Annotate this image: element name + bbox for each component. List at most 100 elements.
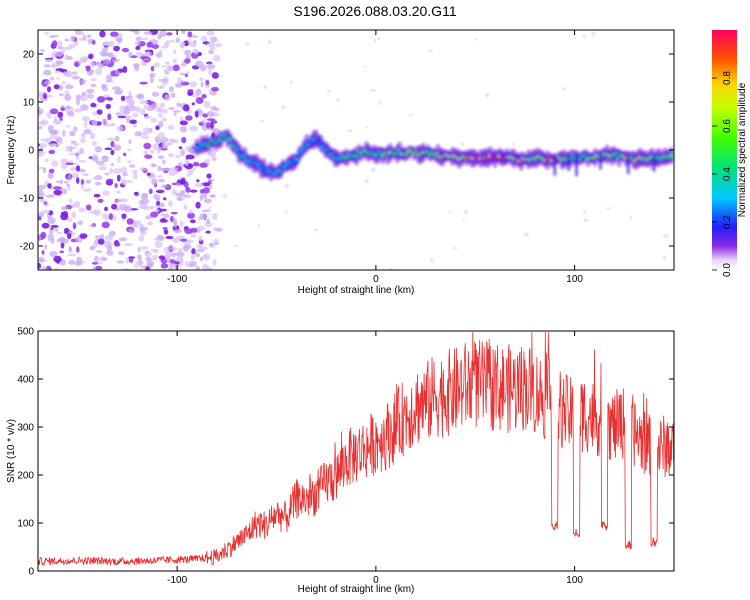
noise-blob [75,165,81,172]
noise-blob [168,138,176,143]
noise-blob [165,235,174,240]
noise-blob [60,158,69,164]
noise-blob [85,65,91,72]
noise-blob [156,201,161,206]
noise-blob [187,169,195,173]
colorbar-tick-label: 0.0 [722,263,733,277]
noise-blob [127,160,133,164]
noise-blob [140,194,149,200]
colorbar-ticks: 0.0 0.2 0.4 0.6 0.8 [712,71,733,277]
noise-speckle [263,84,268,89]
noise-blob [139,168,149,171]
y-tick-label: 500 [17,327,34,338]
noise-blob [105,103,112,110]
noise-blob [104,206,108,212]
noise-speckle [373,38,376,43]
noise-blob [41,267,48,270]
noise-blob [206,110,215,117]
noise-blob [208,49,215,55]
noise-blob [47,86,51,93]
noise-blob [83,128,92,135]
noise-blob [194,60,204,68]
noise-blob [55,180,60,183]
noise-blob [173,263,180,270]
noise-blob [53,255,62,263]
noise-blob [90,69,94,74]
noise-blob [169,167,178,172]
noise-speckle [284,183,290,189]
colorbar-tick-label: 0.2 [722,215,733,229]
noise-blob [204,84,210,89]
noise-blob [210,122,214,129]
noise-blob [38,256,45,263]
noise-blob [180,149,186,157]
noise-blob [179,126,188,133]
noise-blob [131,169,139,174]
noise-blob [78,159,87,163]
noise-blob [59,179,64,185]
noise-blob [170,92,176,98]
track-smear [553,157,557,176]
noise-speckle [281,104,286,110]
noise-blob [54,228,59,232]
noise-blob [209,91,217,96]
noise-blob [62,130,66,137]
noise-blob [171,189,177,196]
noise-blob [212,227,218,231]
noise-blob [150,206,154,209]
noise-blob [67,253,77,257]
noise-blob [139,108,146,116]
noise-blob [210,148,220,153]
noise-blob [55,139,59,142]
colorbar-tick-label: 0.8 [722,71,733,85]
noise-blob [76,256,82,264]
noise-blob [212,157,217,161]
noise-blob [94,68,102,75]
noise-blob [39,192,46,198]
noise-blob [158,146,163,151]
noise-blob [87,39,92,45]
noise-blob [94,146,103,153]
noise-blob [190,227,198,233]
noise-blob [115,199,122,203]
noise-blob [175,84,184,87]
noise-blob [161,141,168,149]
noise-blob [212,54,221,62]
noise-blob [147,221,154,226]
noise-blob [181,30,186,35]
noise-blob [179,179,186,185]
noise-blob [61,80,66,85]
noise-blob [179,220,184,227]
noise-blob [185,145,194,152]
noise-blob [200,35,208,42]
noise-blob [179,259,184,267]
noise-blob [176,196,182,201]
noise-blob [191,94,200,98]
noise-blob [121,178,127,186]
noise-blob [168,266,174,270]
noise-blob [185,239,194,243]
track-smear [599,154,602,170]
noise-blob [92,141,97,146]
noise-blob [48,149,56,155]
noise-blob [145,266,150,270]
noise-blob [189,189,198,193]
noise-speckle [562,87,566,91]
noise-blob [115,208,120,211]
noise-blob [163,197,167,201]
noise-blob [158,155,164,160]
noise-blob [49,108,59,115]
noise-blob [41,209,51,214]
noise-blob [142,127,152,134]
noise-blob [179,72,186,76]
noise-blob [80,32,85,36]
noise-blob [64,54,69,61]
noise-blob [90,78,97,82]
noise-region [38,30,672,270]
noise-blob [113,168,122,174]
noise-blob [50,238,55,244]
noise-blob [96,109,103,115]
noise-blob [51,51,58,58]
noise-blob [175,154,181,159]
spectrogram-x-ticks: -100 0 100 [167,30,583,285]
